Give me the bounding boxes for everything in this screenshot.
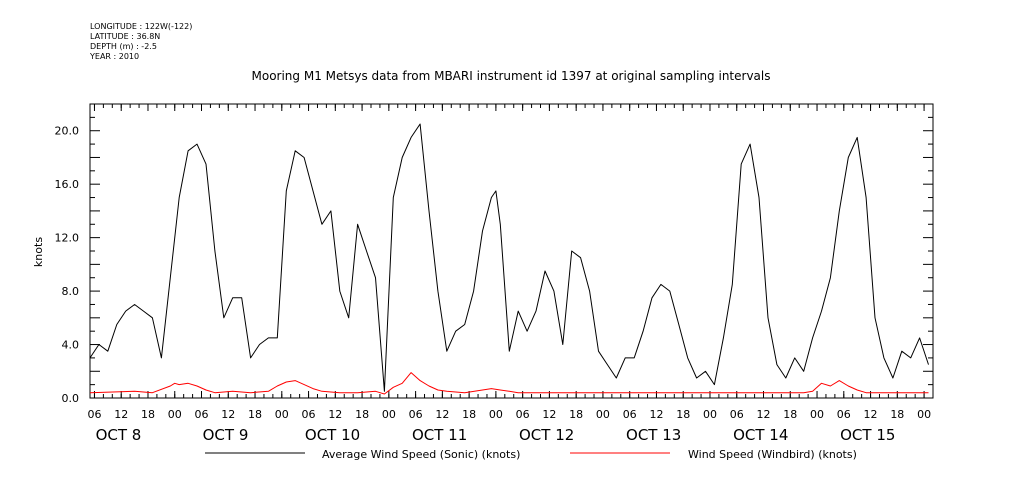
x-tick-label: 06 [516,408,530,421]
longitude-label: LONGITUDE : 122W(-122) [90,22,193,31]
y-axis-label: knots [32,237,45,267]
plot-frame [89,103,934,399]
legend-label-windbird: Wind Speed (Windbird) (knots) [688,448,857,461]
x-tick-label: 06 [409,408,423,421]
x-tick-label: 12 [542,408,556,421]
depth-label: DEPTH (m) : -2.5 [90,42,157,51]
x-day-label: OCT 12 [519,426,574,444]
x-tick-label: 00 [382,408,396,421]
x-tick-label: 18 [355,408,369,421]
y-tick-label: 0.0 [62,392,80,405]
legend-label-sonic: Average Wind Speed (Sonic) (knots) [322,448,520,461]
x-tick-label: 00 [596,408,610,421]
x-day-label: OCT 9 [203,426,249,444]
x-day-label: OCT 11 [412,426,467,444]
x-tick-label: 06 [837,408,851,421]
x-tick-label: 00 [917,408,931,421]
legend: Average Wind Speed (Sonic) (knots) Wind … [205,448,857,461]
x-tick-label: 18 [569,408,583,421]
x-tick-label: 12 [864,408,878,421]
x-tick-label: 06 [302,408,316,421]
x-tick-label: 12 [757,408,771,421]
y-tick-label: 8.0 [62,285,80,298]
y-tick-label: 12.0 [55,232,80,245]
series-line-windbird [89,372,929,395]
year-label: YEAR : 2010 [90,52,140,61]
latitude-label: LATITUDE : 36.8N [90,32,161,41]
y-tick-label: 4.0 [62,339,80,352]
x-tick-label: 18 [462,408,476,421]
series-line-sonic [89,123,929,392]
x-day-label: OCT 13 [626,426,681,444]
x-day-label: OCT 15 [840,426,895,444]
x-tick-label: 12 [221,408,235,421]
x-tick-label: 06 [87,408,101,421]
x-tick-label: 18 [890,408,904,421]
x-day-label: OCT 10 [305,426,360,444]
series-lines [89,123,929,395]
x-tick-label: 18 [141,408,155,421]
x-tick-label: 00 [810,408,824,421]
x-tick-label: 12 [114,408,128,421]
metadata-block: LONGITUDE : 122W(-122) LATITUDE : 36.8N … [90,22,192,62]
x-tick-label: 12 [649,408,663,421]
x-tick-label: 00 [168,408,182,421]
x-tick-label: 00 [703,408,717,421]
x-tick-label: 18 [676,408,690,421]
x-tick-label: 06 [195,408,209,421]
x-tick-label: 12 [328,408,342,421]
y-tick-label: 16.0 [55,178,80,191]
x-tick-label: 00 [489,408,503,421]
x-day-label: OCT 8 [96,426,142,444]
x-tick-label: 18 [248,408,262,421]
x-tick-label: 06 [623,408,637,421]
x-day-label: OCT 14 [733,426,788,444]
y-tick-label: 20.0 [55,125,80,138]
x-tick-label: 00 [275,408,289,421]
x-tick-label: 06 [730,408,744,421]
x-tick-label: 18 [783,408,797,421]
chart-title: Mooring M1 Metsys data from MBARI instru… [252,69,771,83]
axis-ticks: 06 12 18 00 06 12 18 00 06 12 18 00 06 12 18 00 06 12 18 00… [55,103,934,444]
x-tick-label: 12 [435,408,449,421]
